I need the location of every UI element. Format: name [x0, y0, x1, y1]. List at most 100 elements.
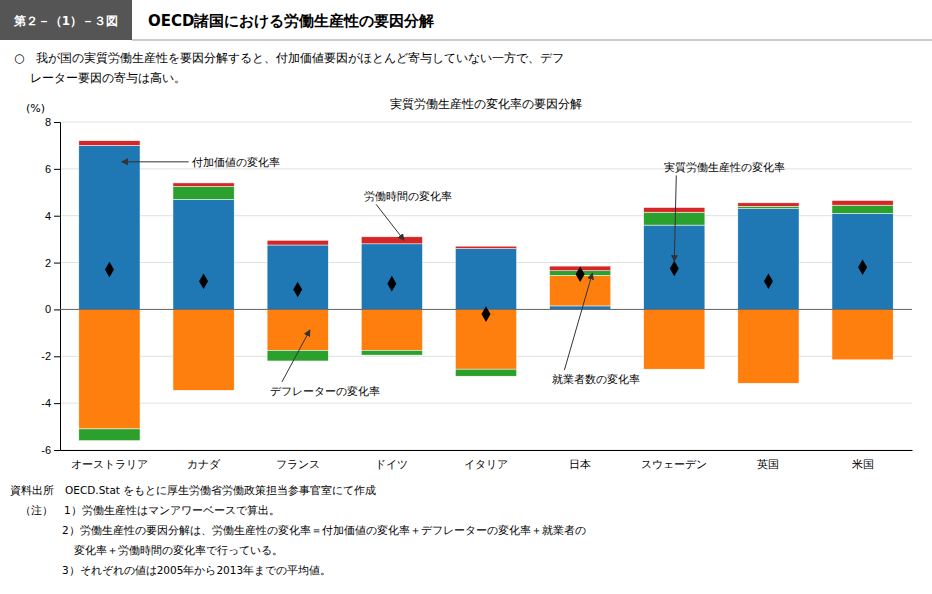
- point: [670, 261, 679, 277]
- bar: [550, 306, 611, 310]
- point: [199, 274, 208, 290]
- annotation-arrow: [564, 273, 592, 370]
- bar: [173, 199, 234, 309]
- header: 第２－（1）－３図 OECD諸国における労働生産性の要因分解: [0, 0, 932, 40]
- x-tick-label: イタリア: [464, 458, 508, 470]
- x-tick: イタリア: [464, 458, 508, 470]
- x-tick: カナダ: [187, 458, 221, 470]
- bar: [361, 350, 422, 355]
- y-tick-label: 0: [45, 303, 51, 315]
- y-tick-mark: [54, 122, 60, 123]
- bar: [738, 209, 799, 310]
- marks: [79, 141, 893, 441]
- x-tick: フランス: [276, 458, 320, 470]
- bar: [79, 145, 140, 309]
- note-line: 資料出所 OECD.Stat をもとに厚生労働省労働政策担当参事官室にて作成: [10, 484, 376, 496]
- annotation-arrow: [122, 161, 189, 162]
- x-tick: オーストラリア: [71, 458, 148, 470]
- bar-series: [79, 275, 893, 428]
- main-title: OECD諸国における労働生産性の要因分解: [148, 12, 434, 30]
- note-line: 3）それぞれの値は2005年から2013年までの平均値。: [62, 564, 331, 576]
- header-rule: [132, 40, 932, 41]
- y-tick-mark: [54, 309, 60, 310]
- grid-line: [60, 450, 912, 451]
- x-axis-line: [61, 450, 913, 451]
- y-axis: -6-4-202468: [41, 116, 60, 456]
- x-tick: スウェーデン: [641, 458, 707, 470]
- bar: [361, 309, 422, 350]
- annotation: 労働時間の変化率: [364, 190, 452, 203]
- y-tick-mark: [54, 263, 60, 264]
- x-axis: オーストラリアカナダフランスドイツイタリア日本スウェーデン英国米国: [61, 451, 913, 470]
- y-tick-mark: [54, 216, 60, 217]
- chart: 実質労働生産性の変化率の要因分解(%)-6-4-202468オーストラリアカナダ…: [26, 97, 913, 470]
- x-tick-label: 米国: [852, 458, 874, 470]
- bar: [738, 206, 799, 208]
- grid-line: [60, 122, 912, 123]
- x-tick-label: フランス: [276, 458, 320, 470]
- bar: [361, 244, 422, 310]
- point: [105, 262, 114, 278]
- y-tick-mark: [54, 403, 60, 404]
- y-axis-line: [54, 123, 61, 451]
- x-tick: 米国: [852, 458, 874, 470]
- grid: [60, 122, 912, 450]
- y-tick-mark: [54, 169, 60, 170]
- point: [293, 282, 302, 298]
- y-tick-label: 4: [45, 210, 51, 222]
- bar: [267, 245, 328, 309]
- bar: [832, 205, 893, 213]
- grid-line: [60, 403, 912, 404]
- note-line: （注） 1）労働生産性はマンアワーベースで算出。: [20, 504, 280, 516]
- bar: [173, 186, 234, 199]
- y-tick: 0: [45, 303, 60, 315]
- point: [482, 306, 491, 322]
- y-tick: 8: [45, 116, 60, 128]
- bar: [832, 213, 893, 309]
- y-tick: -6: [41, 444, 60, 456]
- annotation-arrow: [376, 204, 404, 240]
- y-tick-label: 2: [45, 257, 51, 269]
- annotation: 実質労働生産性の変化率: [664, 161, 785, 174]
- bar: [79, 429, 140, 441]
- bar: [361, 237, 422, 244]
- subtitle-line: ○ 我が国の実質労働生産性を要因分解すると、付加価値要因がほとんど寄与していない…: [14, 51, 564, 65]
- x-tick-label: カナダ: [187, 458, 221, 470]
- subtitle-line: レーター要因の寄与は高い。: [30, 71, 186, 85]
- bar: [644, 208, 705, 213]
- bar: [267, 240, 328, 245]
- annotation-arrow: [282, 330, 310, 382]
- bar: [832, 309, 893, 359]
- x-tick: ドイツ: [375, 458, 408, 470]
- bar: [173, 183, 234, 187]
- y-tick-label: -4: [41, 397, 51, 409]
- y-tick: -4: [41, 397, 60, 409]
- bar: [644, 212, 705, 225]
- y-tick-mark: [54, 450, 60, 451]
- bar: [455, 249, 516, 310]
- x-tick: 日本: [569, 458, 591, 470]
- chart-title: 実質労働生産性の変化率の要因分解: [390, 97, 582, 111]
- annotation: 付加価値の変化率: [192, 156, 280, 169]
- note-line: 2）労働生産性の要因分解は、労働生産性の変化率＝付加価値の変化率＋デフレーターの…: [62, 524, 586, 536]
- notes: 資料出所 OECD.Stat をもとに厚生労働省労働政策担当参事官室にて作成 （注…: [10, 484, 586, 576]
- bar: [644, 225, 705, 309]
- bar-series: [79, 145, 893, 309]
- bar-series: [79, 186, 893, 440]
- x-tick-label: 日本: [569, 458, 591, 470]
- point: [387, 276, 396, 292]
- annotation: 就業者数の変化率: [552, 373, 640, 386]
- point-marks: [105, 259, 867, 321]
- header-box: [0, 0, 132, 40]
- y-tick-label: 8: [45, 116, 51, 128]
- chart-root: 第２－（1）－３図 OECD諸国における労働生産性の要因分解 ○ 我が国の実質労働生…: [0, 0, 932, 594]
- header-text: 第２－（1）－３図: [13, 14, 118, 28]
- bar: [455, 246, 516, 248]
- annotation: デフレーターの変化率: [270, 385, 380, 398]
- x-tick-label: ドイツ: [375, 458, 408, 470]
- point: [858, 259, 867, 275]
- bar: [644, 309, 705, 369]
- y-tick-label: -2: [41, 350, 51, 362]
- point-series: [105, 259, 867, 321]
- bar: [173, 309, 234, 390]
